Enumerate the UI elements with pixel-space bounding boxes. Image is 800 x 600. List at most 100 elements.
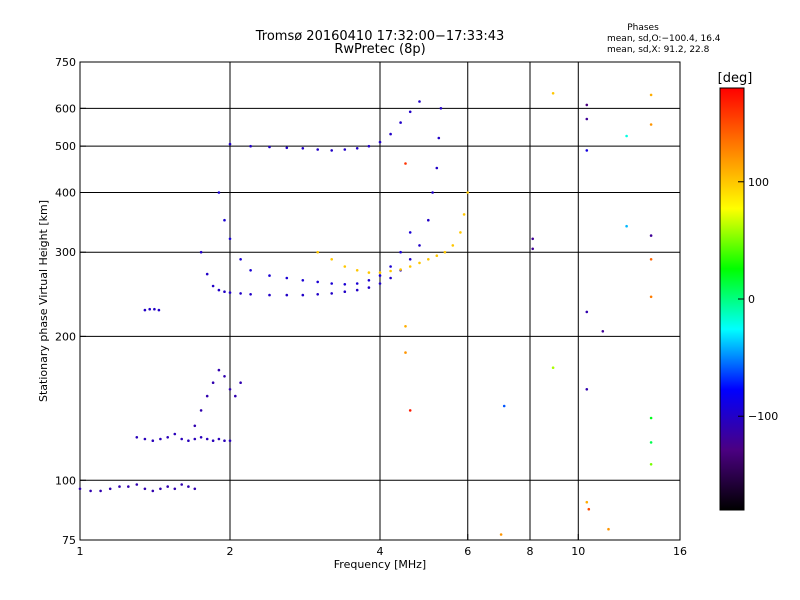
- data-point: [143, 487, 147, 491]
- data-point: [285, 276, 289, 280]
- data-point: [173, 487, 177, 491]
- phase-box-title: Phases: [627, 23, 659, 33]
- data-point: [439, 107, 443, 110]
- x-tick-label: 6: [464, 545, 471, 558]
- data-point: [108, 487, 112, 491]
- data-point: [378, 271, 382, 274]
- data-point: [143, 308, 147, 312]
- data-point: [166, 436, 169, 439]
- data-point: [239, 381, 242, 385]
- data-point: [193, 487, 197, 491]
- data-point: [78, 487, 82, 491]
- y-tick-label: 500: [55, 140, 76, 153]
- data-point: [399, 121, 402, 124]
- data-point: [531, 247, 534, 251]
- data-point: [89, 489, 92, 493]
- data-point: [418, 100, 421, 103]
- data-point: [187, 439, 190, 443]
- data-point: [268, 293, 271, 297]
- data-point: [367, 286, 371, 289]
- data-point: [343, 283, 347, 286]
- data-point: [268, 145, 271, 149]
- data-point: [193, 437, 197, 441]
- phase-box-line-o: mean, sd,O:−100.4, 16.4: [607, 34, 721, 44]
- data-point: [585, 388, 589, 391]
- data-point: [330, 149, 334, 152]
- data-point: [228, 388, 232, 391]
- data-point: [399, 250, 402, 254]
- data-point: [223, 375, 226, 378]
- data-point: [343, 148, 347, 151]
- grid-lines: [80, 62, 680, 540]
- data-point: [355, 288, 359, 292]
- data-point: [585, 117, 589, 121]
- data-point: [199, 436, 203, 439]
- data-point: [431, 191, 434, 194]
- data-point: [135, 436, 139, 439]
- y-tick-label: 200: [55, 330, 76, 343]
- data-point: [625, 224, 628, 228]
- data-point: [330, 282, 334, 285]
- colorbar-tick-label: −100: [748, 410, 778, 423]
- data-point: [418, 244, 421, 247]
- x-tick-label: 8: [527, 545, 534, 558]
- data-point: [625, 134, 628, 138]
- data-point: [466, 191, 470, 194]
- colorbar-tick-label: 0: [748, 293, 755, 306]
- data-point: [127, 485, 130, 488]
- data-point: [551, 366, 555, 370]
- data-point: [228, 291, 232, 294]
- data-point: [408, 258, 412, 261]
- data-point: [268, 274, 271, 277]
- x-tick-label: 2: [227, 545, 234, 558]
- data-point: [180, 483, 183, 486]
- x-tick-label: 1: [77, 545, 84, 558]
- data-point: [587, 507, 591, 511]
- colorbar-ticks: 100 0 −100: [738, 176, 778, 423]
- data-point: [173, 432, 177, 436]
- data-point: [301, 279, 305, 282]
- data-point: [153, 307, 156, 311]
- data-point: [367, 271, 371, 274]
- data-point: [649, 416, 653, 420]
- data-point: [649, 93, 653, 97]
- data-point: [437, 136, 441, 140]
- y-tick-label: 300: [55, 246, 76, 259]
- chart-title: Tromsø 20160410 17:32:00−17:33:43: [255, 29, 505, 44]
- y-tick-label: 400: [55, 186, 76, 199]
- data-point: [301, 147, 305, 150]
- data-point: [408, 265, 412, 268]
- data-point: [249, 144, 252, 148]
- chart-subtitle: RwPretec (8p): [334, 42, 425, 57]
- x-tick-label: 10: [571, 545, 585, 558]
- data-point: [499, 533, 503, 536]
- data-point: [316, 148, 320, 151]
- data-point: [199, 409, 203, 412]
- data-point: [343, 290, 347, 294]
- data-point: [378, 140, 382, 144]
- x-tick-label: 4: [377, 545, 384, 558]
- data-point: [205, 272, 209, 276]
- data-point: [649, 123, 653, 126]
- data-point: [418, 261, 421, 265]
- data-point: [205, 437, 209, 441]
- data-point: [378, 274, 382, 277]
- data-point: [285, 146, 289, 150]
- data-point: [187, 485, 190, 488]
- y-axis-label: Stationary phase Virtual Height [km]: [37, 200, 50, 402]
- data-point: [223, 290, 226, 294]
- data-point: [211, 284, 215, 288]
- data-point: [223, 439, 226, 443]
- data-point: [435, 254, 439, 257]
- data-point: [223, 218, 226, 222]
- data-point: [531, 237, 534, 241]
- data-point: [151, 489, 155, 493]
- y-tick-label: 750: [55, 56, 76, 69]
- data-point: [607, 527, 610, 531]
- y-tick-label: 100: [55, 474, 76, 487]
- data-point: [389, 276, 392, 280]
- data-point: [367, 279, 371, 282]
- data-point: [408, 110, 412, 114]
- data-point: [301, 293, 305, 297]
- data-point: [367, 144, 371, 148]
